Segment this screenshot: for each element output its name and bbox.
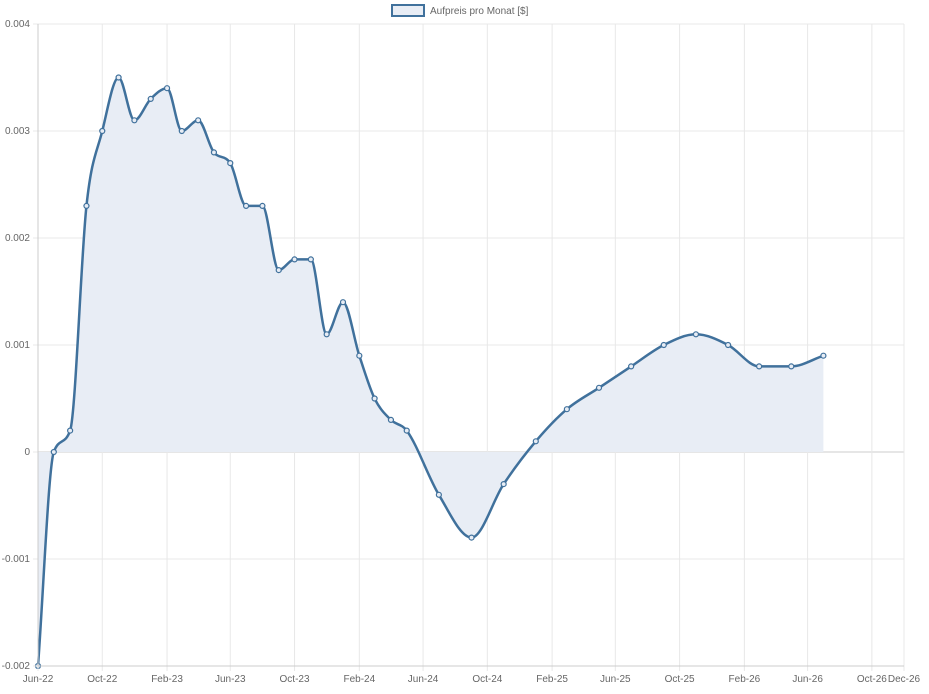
x-tick-label: Jun-23 — [215, 674, 246, 685]
data-point[interactable] — [532, 438, 539, 445]
data-point[interactable] — [371, 395, 378, 402]
y-tick-label: 0 — [24, 447, 30, 458]
axis-layer: -0.002 -0.001 0 0.001 0.002 0.003 0.004 Jun-22 O… — [2, 19, 921, 685]
data-point[interactable] — [387, 416, 395, 423]
y-tick-label: -0.001 — [2, 554, 31, 565]
data-point[interactable] — [307, 256, 314, 263]
data-point[interactable] — [500, 481, 507, 488]
x-tick-label: Oct-23 — [280, 674, 310, 685]
area-layer — [38, 77, 824, 666]
x-tick-label: Jun-22 — [23, 674, 54, 685]
x-tick-label: Feb-23 — [151, 674, 183, 685]
data-point[interactable] — [131, 117, 138, 124]
x-tick-label: Dec-26 — [888, 674, 921, 685]
data-point[interactable] — [115, 74, 122, 81]
legend[interactable]: Aufpreis pro Monat [$] — [391, 4, 529, 17]
data-point[interactable] — [628, 363, 635, 370]
data-point[interactable] — [724, 341, 732, 349]
data-point[interactable] — [50, 448, 57, 456]
data-point[interactable] — [435, 491, 442, 498]
data-point[interactable] — [259, 202, 266, 209]
x-tick-label: Oct-22 — [87, 674, 117, 685]
legend-swatch[interactable] — [391, 4, 425, 17]
data-point[interactable] — [468, 534, 475, 541]
data-point[interactable] — [83, 202, 90, 209]
x-tick-label: Feb-25 — [536, 674, 568, 685]
x-tick-label: Oct-26 — [857, 674, 887, 685]
y-tick-label: 0.004 — [5, 19, 30, 30]
data-point[interactable] — [756, 363, 763, 370]
data-point[interactable] — [356, 352, 363, 359]
x-tick-label: Feb-24 — [343, 674, 375, 685]
data-point[interactable] — [323, 331, 330, 338]
data-point[interactable] — [242, 202, 250, 209]
data-point[interactable] — [595, 384, 603, 391]
data-point[interactable] — [163, 85, 171, 92]
data-point[interactable] — [692, 331, 700, 338]
data-point[interactable] — [99, 127, 106, 135]
series-area — [38, 77, 824, 666]
data-point[interactable] — [210, 149, 218, 156]
x-tick-label: Feb-26 — [729, 674, 761, 685]
data-point[interactable] — [403, 427, 410, 434]
data-point[interactable] — [227, 160, 234, 167]
data-point[interactable] — [67, 427, 74, 434]
point-layer — [34, 74, 827, 670]
y-tick-label: 0.002 — [5, 233, 30, 244]
data-point[interactable] — [563, 406, 570, 413]
data-point[interactable] — [291, 256, 298, 263]
data-point[interactable] — [178, 127, 185, 135]
x-tick-label: Jun-24 — [408, 674, 439, 685]
data-point[interactable] — [820, 352, 827, 359]
y-tick-label: 0.001 — [5, 340, 30, 351]
y-tick-label: 0.003 — [5, 126, 30, 137]
legend-label[interactable]: Aufpreis pro Monat [$] — [430, 6, 529, 17]
x-tick-label: Jun-25 — [600, 674, 631, 685]
data-point[interactable] — [788, 363, 795, 370]
line-layer — [36, 76, 825, 668]
x-tick-label: Oct-25 — [665, 674, 695, 685]
series-line — [36, 76, 825, 668]
data-point[interactable] — [660, 341, 667, 349]
data-point[interactable] — [147, 95, 154, 103]
data-point[interactable] — [275, 267, 282, 274]
y-tick-label: -0.002 — [2, 661, 31, 672]
data-point[interactable] — [195, 117, 202, 124]
data-point[interactable] — [339, 299, 347, 306]
x-tick-label: Oct-24 — [472, 674, 502, 685]
x-tick-label: Jun-26 — [792, 674, 823, 685]
